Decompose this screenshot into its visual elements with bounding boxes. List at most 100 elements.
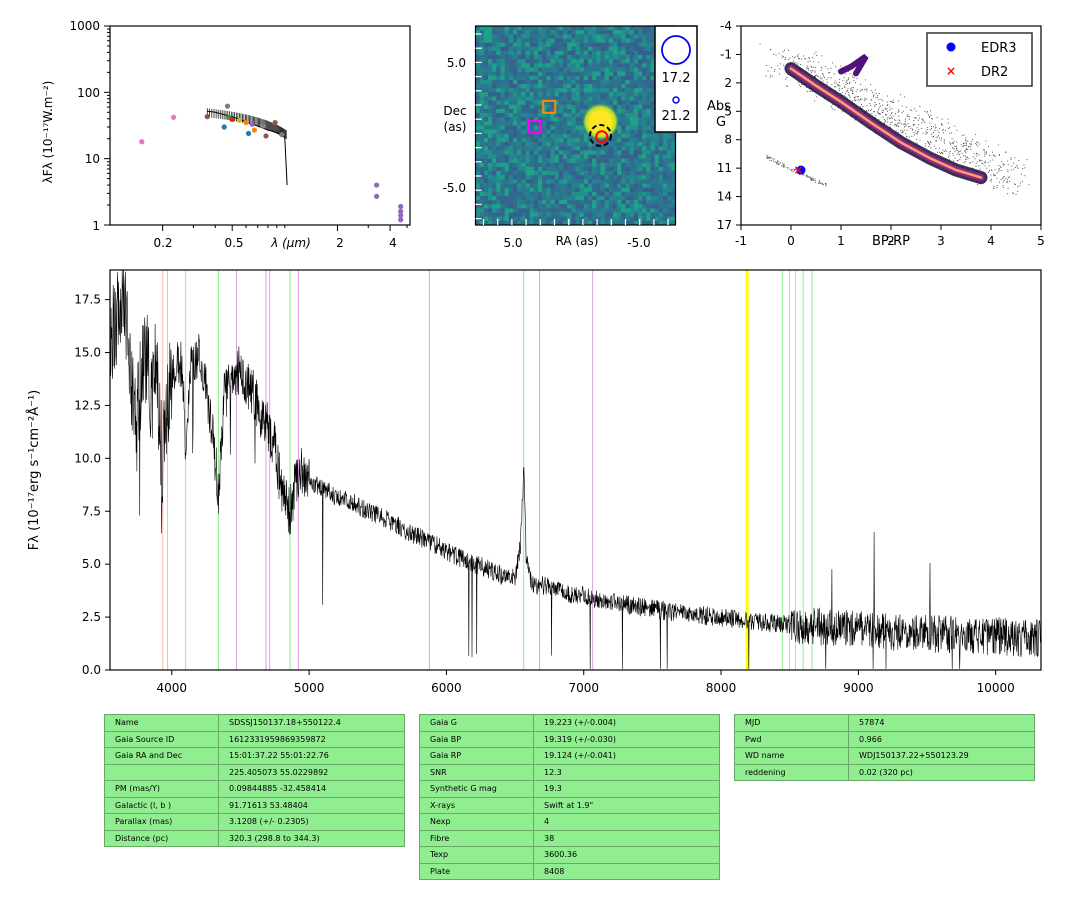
image-pixel [654, 154, 660, 159]
image-pixel [638, 129, 643, 135]
image-pixel [592, 150, 597, 155]
image-pixel [567, 67, 572, 72]
image-pixel [479, 63, 485, 68]
image-pixel [638, 158, 643, 164]
image-pixel [579, 92, 585, 97]
image-pixel [617, 158, 622, 164]
image-pixel [588, 162, 593, 168]
hrd-background-star [994, 175, 996, 177]
image-pixel [588, 79, 593, 85]
hrd-wd-star [796, 172, 798, 174]
hrd-background-star [891, 108, 893, 110]
image-pixel [521, 63, 526, 68]
image-pixel [588, 30, 593, 35]
image-pixel [546, 204, 551, 209]
hrd-background-star [856, 78, 858, 79]
image-pixel [538, 79, 543, 85]
image-pixel [571, 121, 576, 126]
image-pixel [479, 216, 485, 222]
hrd-background-star [898, 110, 900, 112]
image-pixel [554, 104, 560, 110]
image-pixel [479, 46, 485, 52]
image-pixel [538, 108, 543, 114]
image-pixel [508, 117, 514, 122]
image-pixel [525, 79, 530, 85]
image-pixel [546, 212, 551, 218]
image-pixel [558, 162, 564, 168]
image-pixel [546, 216, 551, 222]
image-pixel [529, 26, 535, 31]
hrd-background-star [878, 98, 880, 100]
hrd-background-star [795, 62, 797, 64]
hrd-background-star [935, 140, 937, 141]
hrd-background-star [942, 129, 944, 131]
hrd-background-star [952, 153, 954, 155]
image-pixel [500, 125, 505, 130]
sed-ticks: 1000 100 10 1 0.2 0.5 2 4 [69, 19, 408, 250]
image-pixel [621, 142, 626, 147]
image-pixel [638, 142, 643, 147]
image-pixel [546, 158, 551, 164]
hrd-background-star [1019, 185, 1021, 187]
image-pixel [613, 166, 618, 172]
hrd-background-star [955, 146, 957, 148]
image-pixel [567, 88, 572, 93]
image-pixel [658, 208, 664, 213]
image-pixel [613, 59, 618, 64]
image-pixel [600, 63, 605, 68]
image-pixel [500, 34, 505, 39]
hrd-background-star [827, 68, 829, 70]
image-pixel [638, 166, 643, 172]
image-pixel [496, 55, 501, 60]
image-pixel [538, 204, 543, 209]
hrd-background-star [1007, 177, 1009, 178]
hrd-background-star [869, 103, 871, 105]
image-pixel [500, 113, 505, 118]
image-pixel [558, 96, 564, 101]
hrd-background-star [803, 55, 805, 57]
image-pixel [633, 191, 639, 197]
image-pixel [492, 26, 497, 31]
image-pixel [604, 100, 610, 106]
image-pixel [550, 38, 555, 43]
image-pixel [663, 175, 668, 180]
image-pixel [546, 117, 551, 122]
image-pixel [642, 121, 647, 126]
image-pixel [492, 200, 497, 205]
image-pixel [638, 88, 643, 93]
image-pixel [608, 216, 614, 222]
image-pixel [646, 162, 651, 168]
image-pixel [633, 26, 639, 31]
image-pixel [558, 117, 564, 122]
hrd-background-star [926, 129, 928, 131]
image-pixel [496, 46, 501, 52]
image-pixel [563, 129, 568, 135]
image-pixel [488, 220, 493, 226]
image-pixel [525, 212, 530, 218]
image-pixel [496, 104, 501, 110]
hrd-background-star [988, 146, 989, 148]
image-pixel [617, 92, 622, 97]
image-pixel [604, 55, 610, 60]
image-pixel [658, 162, 664, 168]
image-pixel [529, 150, 535, 155]
image-pixel [588, 200, 593, 205]
hrd-wd-star [794, 170, 795, 171]
image-pixel [492, 42, 497, 48]
image-pixel [542, 63, 547, 68]
image-pixel [521, 104, 526, 110]
sed-photometry-point [398, 212, 404, 218]
hrd-background-star [985, 140, 987, 142]
image-pixel [575, 195, 580, 201]
image-pixel [483, 150, 489, 155]
image-pixels [475, 26, 676, 226]
image-pixel [650, 96, 655, 101]
image-pixel [483, 208, 489, 213]
image-pixel [571, 104, 576, 110]
image-pixel [575, 55, 580, 60]
image-pixel [521, 117, 526, 122]
image-pixel [646, 117, 651, 122]
image-pixel [600, 220, 605, 226]
image-pixel [488, 63, 493, 68]
hrd-background-star [956, 150, 958, 151]
